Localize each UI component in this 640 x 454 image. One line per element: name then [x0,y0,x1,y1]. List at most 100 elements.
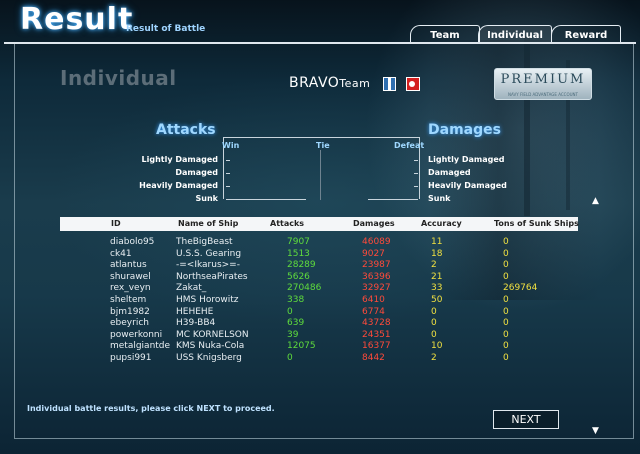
cell-ship: KMS Nuka-Cola [176,341,245,352]
cell-accuracy: 50 [431,295,443,305]
comparison-frame-right [419,137,420,199]
cell-attacks: 338 [287,295,305,305]
col-header-damages: Damages [353,219,395,228]
cell-ship: U.S.S. Gearing [176,248,242,259]
attacks-level-sunk: Sunk [195,194,218,203]
attacks-tick-heavily [226,186,230,187]
cell-id: powerkonni [110,329,163,340]
cell-id: shurawel [110,271,151,282]
table-row: shurawel NorthseaPirates 5626 36396 21 0 [0,272,640,283]
cell-attacks: 5626 [287,271,310,282]
cell-accuracy: 11 [431,237,443,247]
cell-accuracy: 2 [431,260,437,271]
damages-level-sunk: Sunk [428,194,451,203]
cell-ship: HMS Horowitz [176,295,239,305]
header-divider [4,42,636,44]
cell-ship: HEHEHE [176,306,214,317]
cell-tons: 269764 [503,283,538,294]
table-row: metalgiantde KMS Nuka-Cola 12075 16377 10 0 [0,341,640,352]
ship-mast [524,36,530,216]
footer-hint: Individual battle results, please click … [27,404,275,413]
next-button[interactable]: NEXT [493,410,559,429]
cell-damages: 6774 [362,306,385,317]
cell-ship: Zakat_ [176,283,207,294]
cell-id: ck41 [110,248,132,259]
attacks-level-damaged: Damaged [175,168,218,177]
cell-ship: USS Knigsberg [176,353,242,363]
col-header-accuracy: Accuracy [421,219,462,228]
comparison-frame-top [223,137,419,138]
table-row: diabolo95 TheBigBeast 7907 46089 11 0 [0,237,640,248]
cell-ship: MC KORNELSON [176,329,249,340]
cell-id: bjm1982 [110,306,150,317]
table-row: ck41 U.S.S. Gearing 1513 9027 18 0 [0,249,640,260]
enemy-flag-icon [406,77,420,91]
premium-badge-text: PREMIUM [500,72,586,87]
col-header-id: ID [111,219,121,228]
cell-id: atlantus [110,260,147,271]
cell-attacks: 1513 [287,248,310,259]
cell-accuracy: 18 [431,248,443,259]
cell-attacks: 12075 [287,341,316,352]
cell-damages: 6410 [362,295,385,305]
cell-damages: 43728 [362,318,391,329]
cell-ship: -=<Ikarus>=- [176,260,240,271]
cell-attacks: 28289 [287,260,316,271]
table-row: sheltem HMS Horowitz 338 6410 50 0 [0,295,640,306]
cell-id: diabolo95 [110,237,155,247]
damages-heading: Damages [428,122,501,138]
cell-damages: 16377 [362,341,391,352]
table-row: atlantus -=<Ikarus>=- 28289 23987 2 0 [0,260,640,271]
cell-attacks: 39 [287,329,299,340]
col-header-ship: Name of Ship [178,219,239,228]
cell-tons: 0 [503,306,509,317]
col-header-tons: Tons of Sunk Ships [494,219,579,228]
table-row: powerkonni MC KORNELSON 39 24351 0 0 [0,330,640,341]
cell-attacks: 0 [287,306,293,317]
cell-attacks: 0 [287,353,293,363]
cell-damages: 9027 [362,248,385,259]
team-flag-icon [383,77,396,91]
cell-id: rex_veyn [110,283,151,294]
cell-damages: 24351 [362,329,391,340]
cell-tons: 0 [503,237,509,247]
cell-accuracy: 0 [431,329,437,340]
col-header-attacks: Attacks [270,219,305,228]
comparison-col-defeat: Defeat [394,141,425,150]
table-header [60,217,578,231]
cell-damages: 46089 [362,237,391,247]
damages-level-lightly-damaged: Lightly Damaged [428,155,505,164]
damages-tick-heavily [414,186,418,187]
cell-id: pupsi991 [110,353,152,363]
cell-attacks: 270486 [287,283,322,294]
damages-level-heavily-damaged: Heavily Damaged [428,181,507,190]
cell-id: metalgiantde [110,341,171,352]
cell-damages: 36396 [362,271,391,282]
cell-accuracy: 10 [431,341,443,352]
scroll-up-icon[interactable]: ▲ [592,196,599,206]
table-row: pupsi991 USS Knigsberg 0 8442 2 0 [0,353,640,364]
cell-attacks: 7907 [287,237,310,247]
cell-accuracy: 2 [431,353,437,363]
comparison-col-win: Win [222,141,240,150]
scroll-down-icon[interactable]: ▼ [592,426,599,436]
table-row: bjm1982 HEHEHE 0 6774 0 0 [0,307,640,318]
cell-id: sheltem [110,295,147,305]
comparison-frame-left [223,137,224,199]
cell-ship: TheBigBeast [176,237,233,247]
cell-damages: 23987 [362,260,391,271]
tab-reward[interactable]: Reward [551,25,621,44]
cell-accuracy: 0 [431,318,437,329]
team-name-suffix: Team [339,77,371,90]
cell-tons: 0 [503,329,509,340]
table-row: rex_veyn Zakat_ 270486 32927 33 269764 [0,283,640,294]
attacks-tick-damaged [226,173,230,174]
cell-accuracy: 33 [431,283,443,294]
team-name-main: BRAVO [289,75,340,91]
cell-tons: 0 [503,341,509,352]
attacks-level-heavily-damaged: Heavily Damaged [139,181,218,190]
ship-mast-secondary [566,60,570,210]
comparison-col-tie: Tie [316,141,330,150]
cell-tons: 0 [503,295,509,305]
